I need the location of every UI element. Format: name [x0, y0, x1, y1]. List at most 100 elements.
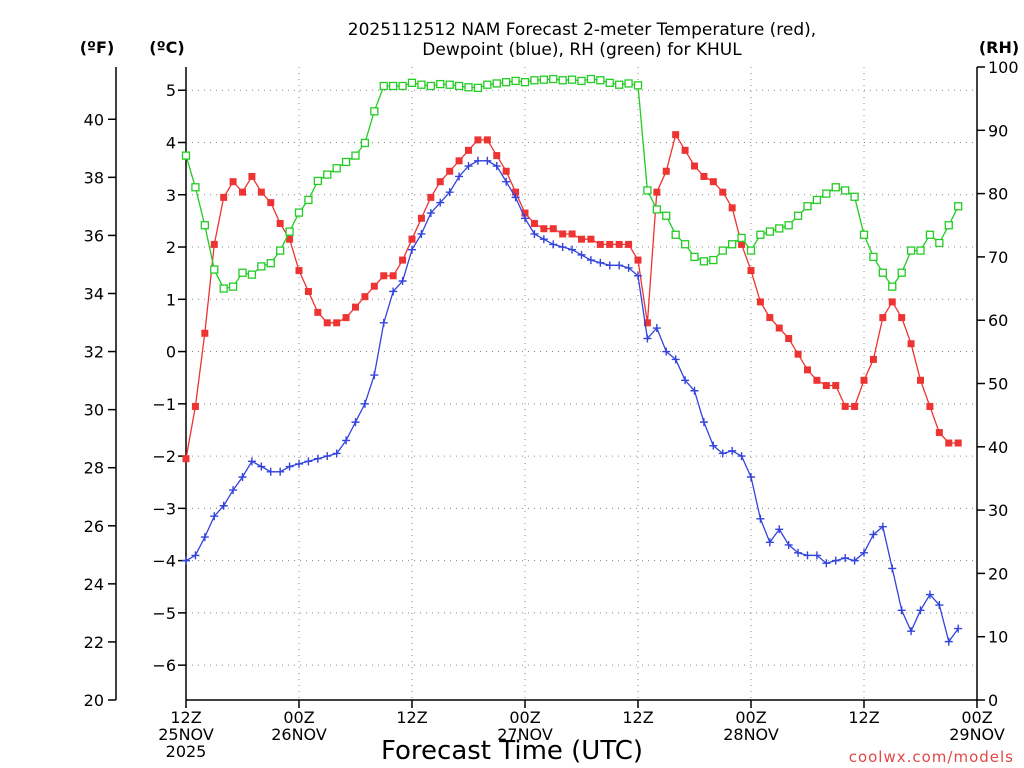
rh-point: [690, 252, 699, 262]
rh-point: [577, 76, 586, 86]
dewpoint-point: [247, 457, 256, 466]
rh-point: [925, 230, 935, 239]
rh-point: [210, 265, 219, 274]
rh-point: [850, 192, 859, 201]
temperature-point: [766, 314, 774, 322]
temperature-point: [521, 209, 529, 217]
temperature-point: [860, 376, 868, 384]
celsius-tick-label: 2: [166, 238, 176, 257]
temperature-point: [201, 329, 209, 337]
rh-point: [784, 221, 793, 230]
x-tick-label: 00Z: [735, 708, 766, 727]
temperature-point: [502, 167, 510, 175]
temperature-point: [634, 256, 642, 264]
rh-point: [341, 157, 351, 167]
dewpoint-point: [916, 606, 925, 615]
dewpoint-point: [257, 462, 266, 471]
rh-point: [445, 80, 454, 89]
dewpoint-point: [728, 446, 737, 455]
temperature-point: [625, 240, 633, 248]
temperature-point: [643, 319, 651, 327]
dewpoint-point: [888, 564, 897, 573]
rh-point: [247, 270, 257, 279]
dewpoint-point: [794, 548, 803, 557]
x-tick-label: 28NOV: [723, 725, 779, 744]
fahrenheit-tick-label: 22: [84, 633, 104, 652]
celsius-tick-label: 0: [166, 343, 176, 362]
temperature-point: [220, 193, 228, 201]
x-tick-label: 29NOV: [949, 725, 1005, 744]
rh-point: [596, 76, 605, 85]
temperature-point: [841, 402, 849, 410]
dewpoint-point: [398, 277, 407, 285]
dewpoint-point: [549, 240, 558, 249]
fahrenheit-tick-label: 38: [84, 168, 104, 187]
rh-tick-label: 90: [988, 121, 1008, 140]
x-tick-label: 2025: [166, 742, 207, 761]
dewpoint-point: [229, 486, 238, 495]
rh-point: [238, 268, 247, 277]
temperature-point: [832, 382, 840, 390]
dewpoint-point: [775, 525, 784, 534]
rh-point: [181, 151, 191, 160]
temperature-point: [267, 199, 275, 207]
rh-point: [436, 79, 445, 89]
rh-point: [944, 221, 953, 230]
rh-point: [728, 240, 737, 249]
temperature-point: [370, 282, 378, 290]
rh-unit-label: (RH): [979, 38, 1019, 57]
rh-point: [417, 80, 426, 89]
rh-point: [219, 284, 228, 293]
celsius-tick-label: −2: [152, 447, 176, 466]
dewpoint-point: [690, 386, 699, 395]
series-dewpoint: [182, 156, 963, 646]
rh-point: [793, 211, 803, 220]
temperature-point: [700, 172, 708, 180]
dewpoint-point: [860, 548, 868, 557]
dewpoint-point: [200, 533, 209, 542]
temperature-point: [935, 429, 943, 437]
temperature-point: [869, 355, 877, 363]
temperature-point: [248, 172, 256, 180]
temperature-point: [389, 272, 397, 280]
dewpoint-point: [737, 452, 746, 461]
rh-point: [859, 230, 869, 239]
rh-point: [426, 81, 435, 91]
rh-tick-label: 0: [988, 691, 998, 710]
temperature-point: [794, 350, 802, 358]
temperature-point: [775, 324, 783, 332]
temperature-point: [681, 146, 689, 154]
x-axis-title: Forecast Time (UTC): [381, 736, 643, 766]
x-tick-label: 12Z: [170, 708, 201, 727]
rh-point: [332, 164, 341, 173]
rh-point: [539, 75, 548, 84]
temperature-point: [474, 136, 482, 144]
rh-point: [954, 202, 963, 211]
dewpoint-point: [417, 229, 426, 238]
temperature-point: [540, 225, 548, 233]
temperature-point: [888, 298, 896, 306]
dewpoint-point: [389, 287, 398, 296]
dewpoint-point: [219, 501, 228, 510]
rh-point: [549, 74, 558, 84]
x-tick-label: 26NOV: [271, 725, 327, 744]
temperature-point: [709, 178, 717, 186]
fahrenheit-tick-label: 30: [84, 401, 104, 420]
temperature-point: [738, 240, 746, 248]
rh-point: [407, 78, 417, 87]
dewpoint-point: [831, 556, 840, 565]
rh-point: [812, 195, 822, 205]
temperature-point: [210, 240, 218, 248]
celsius-tick-label: −6: [152, 656, 176, 675]
temperature-point: [257, 188, 265, 196]
x-tick-label: 27NOV: [497, 725, 553, 744]
rh-point: [530, 76, 539, 85]
rh-point: [483, 80, 492, 89]
rh-point: [502, 78, 511, 87]
rh-point: [906, 246, 916, 255]
rh-point: [200, 221, 209, 230]
dewpoint-point: [266, 467, 275, 476]
temperature-point: [323, 319, 331, 327]
rh-point: [605, 78, 614, 87]
dewpoint-point: [323, 452, 332, 461]
